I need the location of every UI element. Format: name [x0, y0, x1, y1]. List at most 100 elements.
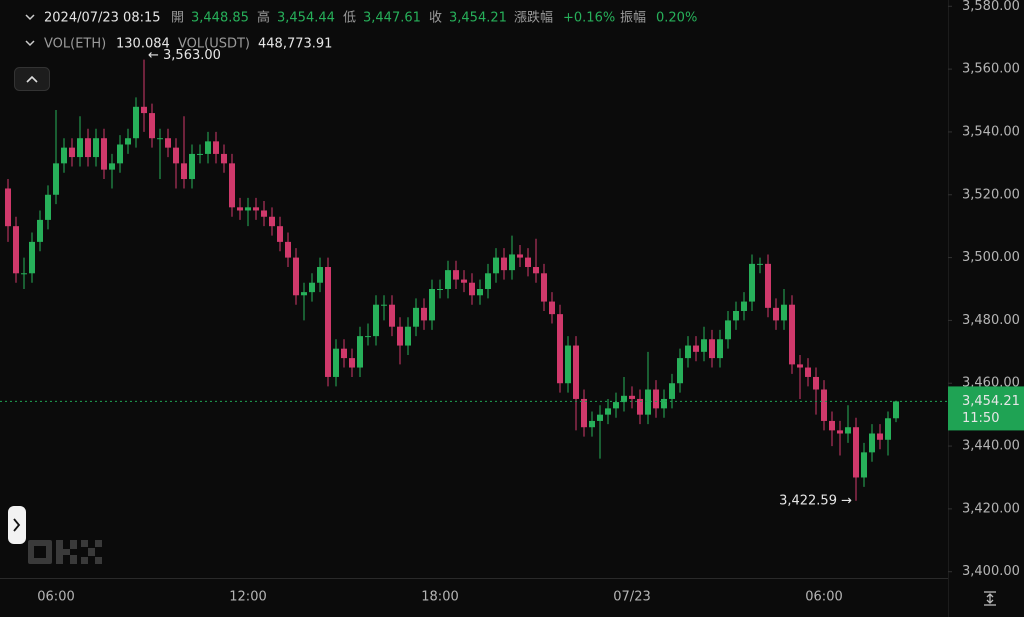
- candle-body: [381, 304, 387, 306]
- candle-body: [173, 147, 179, 164]
- candle-body: [445, 270, 451, 289]
- y-tick-label: 3,480.00: [962, 313, 1020, 328]
- candle-body: [773, 307, 779, 321]
- candle-body: [765, 263, 771, 308]
- header-value: +0.16%: [563, 11, 615, 26]
- candle-body: [77, 138, 83, 158]
- candle-body: [685, 345, 691, 359]
- header-key: 低: [343, 11, 356, 26]
- candle-body: [541, 273, 547, 302]
- candle-body: [157, 138, 163, 140]
- candle-body: [509, 254, 515, 271]
- candle-body: [109, 163, 115, 170]
- candle-body: [373, 304, 379, 337]
- candle-body: [429, 289, 435, 321]
- y-tick-label: 3,500.00: [962, 250, 1020, 265]
- expand-button[interactable]: [8, 506, 26, 544]
- candle-body: [317, 267, 323, 283]
- candle-body: [485, 273, 491, 289]
- x-tick-label: 06:00: [37, 590, 74, 605]
- candle-body: [13, 226, 19, 274]
- candle-body: [325, 267, 331, 377]
- header-key: 收: [429, 11, 442, 26]
- axis-settings-icon[interactable]: [984, 591, 996, 606]
- x-tick-label: 18:00: [421, 590, 458, 605]
- header-key: 振幅: [620, 11, 646, 26]
- watermark: [28, 540, 102, 564]
- candle-body: [397, 326, 403, 346]
- candle-body: [869, 433, 875, 453]
- candle-body: [661, 398, 667, 409]
- candle-body: [5, 188, 11, 227]
- candle-body: [805, 367, 811, 377]
- candle-body: [389, 304, 395, 327]
- candle-body: [797, 364, 803, 368]
- candle-body: [205, 141, 211, 154]
- candle-body: [709, 339, 715, 359]
- candle-body: [789, 304, 795, 365]
- candle-body: [837, 430, 843, 434]
- y-tick-label: 3,580.00: [962, 0, 1020, 14]
- candle-body: [357, 336, 363, 368]
- candle-body: [621, 395, 627, 403]
- candle-body: [37, 219, 43, 242]
- header-toggle[interactable]: [25, 14, 35, 47]
- candle-body: [469, 282, 475, 296]
- header-value: 0.20%: [656, 11, 697, 26]
- candle-body: [277, 226, 283, 242]
- y-tick-label: 3,440.00: [962, 439, 1020, 454]
- header-key: 高: [257, 10, 270, 26]
- candle-body: [237, 207, 243, 211]
- candle-body: [749, 263, 755, 302]
- last-price-tag: [948, 386, 1024, 431]
- candle-body: [285, 241, 291, 258]
- candle-body: [781, 304, 787, 321]
- candle-body: [717, 339, 723, 359]
- candle-body: [501, 257, 507, 271]
- candle-body: [365, 336, 371, 338]
- candle-body: [301, 292, 307, 296]
- candle-body: [149, 113, 155, 139]
- candle-body: [581, 398, 587, 428]
- candle-body: [861, 452, 867, 478]
- volume-value: 130.084: [116, 37, 170, 52]
- candle-body: [733, 310, 739, 321]
- candle-body: [125, 138, 131, 145]
- low-annotation: 3,422.59 →: [779, 493, 852, 508]
- y-tick-label: 3,560.00: [962, 62, 1020, 77]
- candle-body: [253, 207, 259, 211]
- x-tick-label: 07/23: [613, 590, 650, 605]
- candle-body: [181, 163, 187, 180]
- collapse-button[interactable]: [14, 67, 50, 91]
- candle-body: [45, 194, 51, 220]
- candle-body: [421, 307, 427, 321]
- candle-body: [341, 348, 347, 359]
- candle-body: [197, 153, 203, 155]
- volume-key: VOL(USDT): [178, 37, 250, 52]
- candle-body: [693, 345, 699, 352]
- x-tick-label: 06:00: [805, 590, 842, 605]
- candle-body: [53, 163, 59, 195]
- candle-body: [269, 216, 275, 227]
- candle-body: [845, 427, 851, 434]
- header-value: 3,454.21: [449, 11, 507, 26]
- last-price-label: 3,454.21: [962, 394, 1020, 409]
- candle-body: [453, 270, 459, 280]
- y-tick-label: 3,400.00: [962, 564, 1020, 579]
- candle-body: [493, 257, 499, 274]
- candle-body: [637, 398, 643, 415]
- countdown-label: 11:50: [962, 411, 999, 426]
- candle-body: [133, 106, 139, 139]
- candle-body: [893, 401, 899, 419]
- candle-body: [461, 279, 467, 283]
- candle-body: [101, 138, 107, 170]
- candle-body: [629, 395, 635, 399]
- candle-body: [29, 241, 35, 274]
- y-tick-label: 3,520.00: [962, 187, 1020, 202]
- candle-body: [613, 402, 619, 409]
- candle-body: [261, 210, 267, 217]
- candle-body: [653, 389, 659, 409]
- candle-body: [533, 267, 539, 274]
